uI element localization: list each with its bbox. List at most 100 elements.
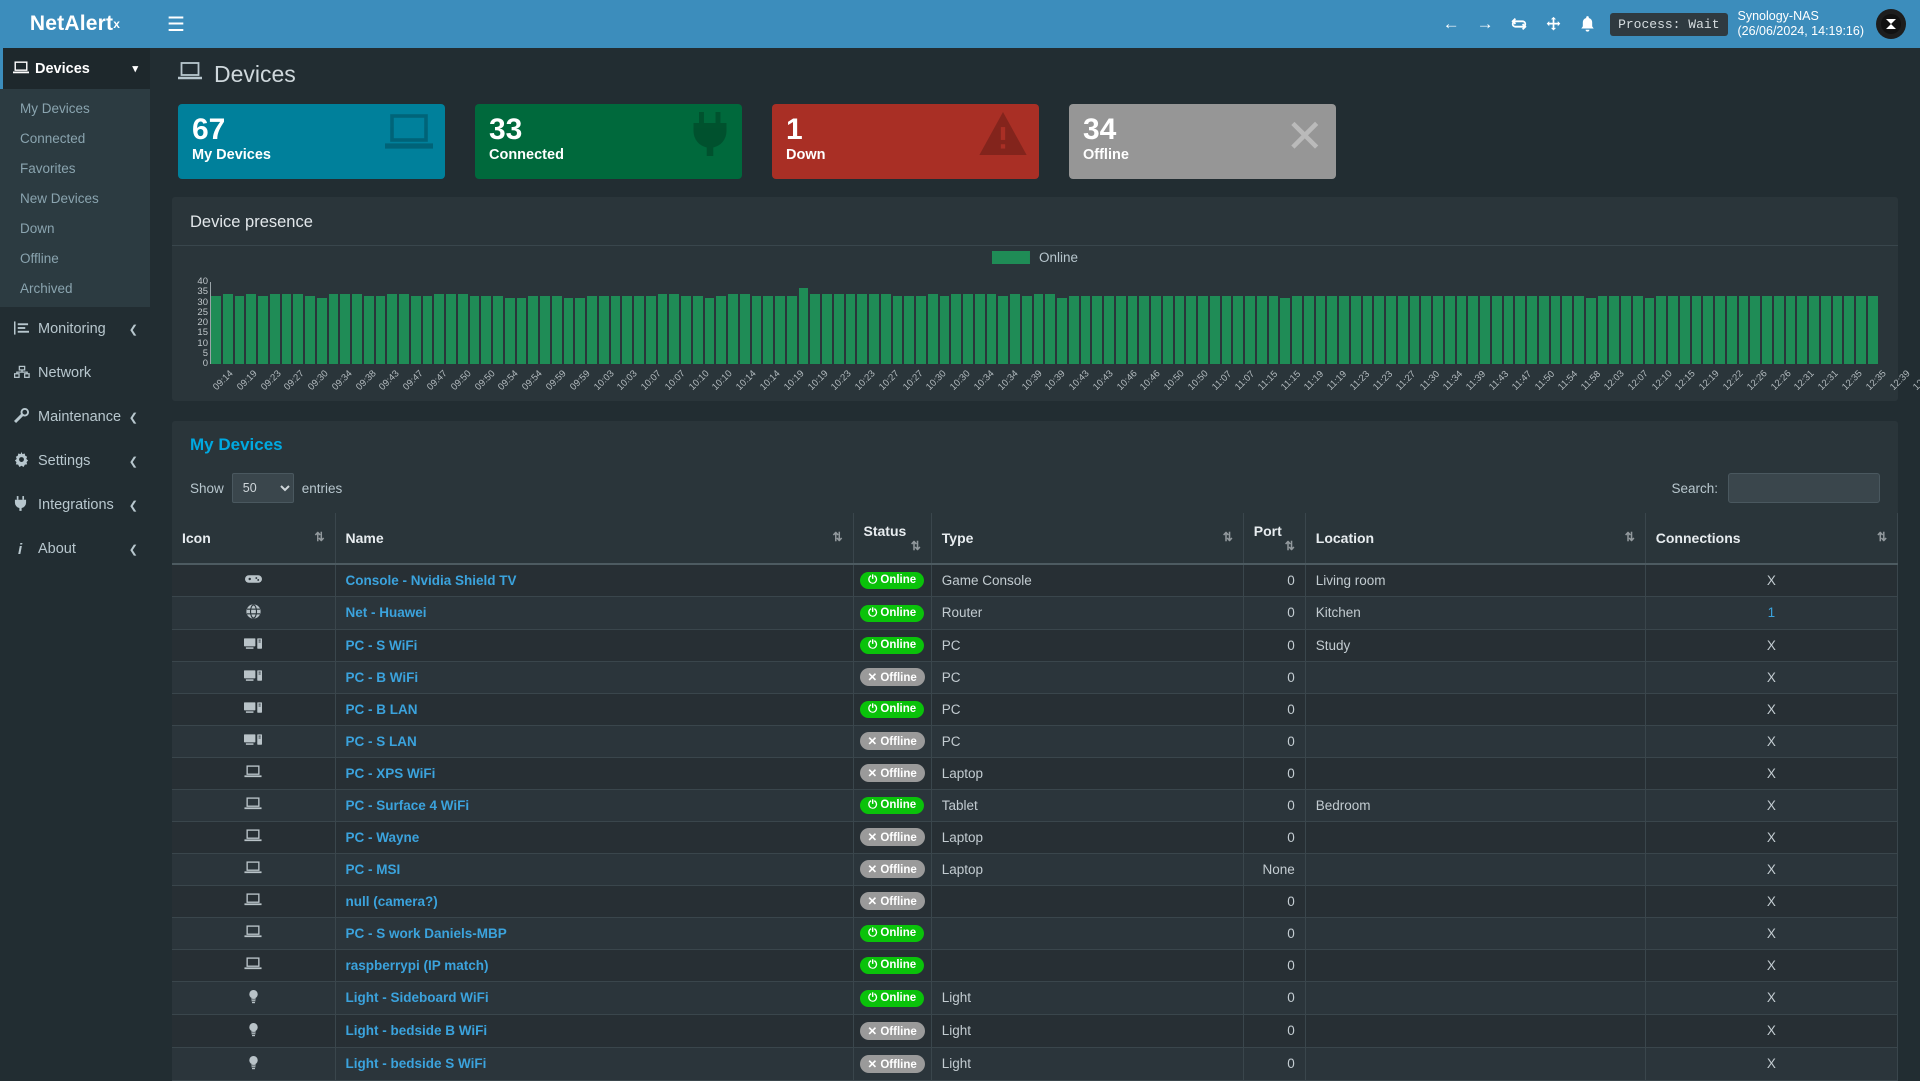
chart-bar [669, 294, 679, 364]
sidebar-item-new-devices[interactable]: New Devices [0, 183, 150, 213]
stat-card-offline[interactable]: 34 Offline ✕ [1069, 104, 1336, 179]
refresh-icon[interactable] [1502, 0, 1536, 48]
cell-location [1305, 917, 1646, 950]
device-name-link[interactable]: raspberrypi (IP match) [345, 957, 489, 973]
table-row[interactable]: Light - Sideboard WiFi ⏻ Online Light 0 X [172, 981, 1899, 1015]
stat-card-down[interactable]: 1 Down [772, 104, 1039, 179]
chart-bar [1139, 296, 1149, 364]
sidebar-item-down[interactable]: Down [0, 213, 150, 243]
move-icon[interactable] [1536, 0, 1570, 48]
bell-icon[interactable] [1570, 0, 1604, 48]
device-name-link[interactable]: PC - Surface 4 WiFi [345, 797, 470, 813]
stat-label: My Devices [192, 147, 271, 163]
table-row[interactable]: PC - Surface 4 WiFi ⏻ Online Tablet 0 Bedroo… [172, 789, 1899, 822]
cell-port: 0 [1243, 693, 1306, 726]
table-row[interactable]: PC - B WiFi ✕ Offline PC 0 X [172, 661, 1899, 694]
device-name-link[interactable]: PC - XPS WiFi [345, 765, 436, 781]
chart-bar [798, 288, 809, 364]
table-row[interactable]: PC - S WiFi ⏻ Online PC 0 Study X [172, 629, 1899, 662]
device-name-link[interactable]: Light - bedside B WiFi [345, 1023, 488, 1038]
column-header-location[interactable]: Location ⇅ [1305, 513, 1646, 565]
device-name-link[interactable]: Light - bedside S WiFi [345, 1056, 487, 1071]
wrench-icon [14, 407, 38, 426]
page-size-select[interactable]: 102550100 [231, 473, 294, 503]
chart-bar [1186, 296, 1196, 364]
column-header-connections[interactable]: Connections ⇅ [1645, 513, 1899, 565]
device-name-link[interactable]: PC - B WiFi [345, 669, 419, 685]
chart-bar [1503, 296, 1514, 364]
column-header-icon[interactable]: Icon ⇅ [172, 513, 336, 565]
table-row[interactable]: PC - S work Daniels-MBP ⏻ Online 0 X [172, 917, 1899, 950]
app-logo[interactable]: NetAlert x [0, 0, 150, 48]
chart-bar [927, 294, 938, 364]
table-row[interactable]: Net - Huawei ⏻ Online Router 0 Kitchen 1 [172, 596, 1899, 630]
sidebar-item-devices[interactable]: Devices ▾ [0, 48, 150, 89]
table-row[interactable]: Console - Nvidia Shield TV ⏻ Online Game C… [172, 564, 1899, 597]
search-input[interactable] [1728, 473, 1880, 503]
arrow-left-icon[interactable]: ← [1442, 14, 1460, 33]
chart-bar [293, 294, 303, 364]
sidebar-item-settings[interactable]: Settings ❮ [0, 439, 150, 483]
brand-superscript: x [113, 17, 121, 31]
cell-type: Laptop [931, 757, 1244, 790]
sidebar-item-favorites[interactable]: Favorites [0, 153, 150, 183]
device-name-link[interactable]: PC - B LAN [345, 701, 418, 717]
table-row[interactable]: Light - bedside S WiFi ✕ Offline Light 0 X [172, 1047, 1899, 1081]
stat-card-connected[interactable]: 33 Connected [475, 104, 742, 179]
sidebar-item-monitoring[interactable]: Monitoring ❮ [0, 307, 150, 351]
column-label: Type [941, 530, 974, 546]
chart-bar [763, 296, 773, 364]
device-name-link[interactable]: null (camera?) [345, 893, 438, 909]
cell-port: 0 [1243, 981, 1306, 1015]
device-name-link[interactable]: PC - S WiFi [345, 637, 418, 653]
table-row[interactable]: PC - XPS WiFi ✕ Offline Laptop 0 X [172, 757, 1899, 790]
sidebar-item-integrations[interactable]: Integrations ❮ [0, 483, 150, 527]
sidebar-item-network[interactable]: Network [0, 351, 150, 395]
chart-bar [1491, 296, 1502, 364]
user-avatar-icon[interactable] [1876, 9, 1906, 39]
table-row[interactable]: PC - Wayne ✕ Offline Laptop 0 X [172, 821, 1899, 854]
device-name-link[interactable]: Light - Sideboard WiFi [345, 990, 489, 1005]
status-badge: ✕ Offline [859, 668, 925, 686]
plug-icon: ⏻ [868, 703, 878, 715]
device-name-link[interactable]: PC - Wayne [345, 829, 420, 845]
sidebar-item-archived[interactable]: Archived [0, 273, 150, 303]
device-name-link[interactable]: Console - Nvidia Shield TV [345, 572, 517, 588]
device-name-link[interactable]: PC - MSI [345, 861, 401, 877]
sidebar-item-monitoring-label: Monitoring [38, 321, 106, 337]
cell-status: ⏻ Online [853, 596, 932, 630]
chart-bar [1339, 296, 1349, 364]
sidebar-item-connected[interactable]: Connected [0, 123, 150, 153]
device-name-link[interactable]: PC - S LAN [345, 733, 417, 749]
sidebar-item-about[interactable]: i About ❮ [0, 527, 150, 571]
arrow-right-icon[interactable]: → [1476, 14, 1494, 33]
column-header-type[interactable]: Type ⇅ [931, 513, 1244, 565]
chevron-left-icon: ❮ [128, 323, 138, 336]
table-row[interactable]: PC - MSI ✕ Offline Laptop None X [172, 853, 1899, 886]
cell-type: PC [931, 629, 1244, 662]
connections-link[interactable]: 1 [1767, 605, 1776, 620]
chart-bar [1245, 296, 1255, 364]
table-row[interactable]: raspberrypi (IP match) ⏻ Online 0 X [172, 949, 1899, 982]
column-header-name[interactable]: Name ⇅ [335, 513, 854, 565]
device-name-link[interactable]: PC - S work Daniels-MBP [345, 925, 507, 941]
device-name-link[interactable]: Net - Huawei [345, 605, 427, 620]
column-header-status[interactable]: Status ⇅ [853, 513, 932, 565]
gear-icon [14, 452, 38, 470]
menu-icon[interactable]: ☰ [167, 13, 185, 36]
chart-bar [1174, 296, 1185, 364]
stat-card-my-devices[interactable]: 67 My Devices [178, 104, 445, 179]
table-row[interactable]: null (camera?) ✕ Offline 0 X [172, 885, 1899, 918]
sidebar-item-settings-label: Settings [38, 453, 91, 469]
cell-type: Light [931, 1047, 1244, 1081]
sidebar-item-maintenance[interactable]: Maintenance ❮ [0, 395, 150, 439]
chart-bar [786, 296, 797, 364]
table-row[interactable]: PC - S LAN ✕ Offline PC 0 X [172, 725, 1899, 758]
column-header-port[interactable]: Port ⇅ [1243, 513, 1306, 565]
sidebar-item-offline[interactable]: Offline [0, 243, 150, 273]
table-row[interactable]: Light - bedside B WiFi ✕ Offline Light 0 X [172, 1014, 1899, 1048]
cell-location [1305, 821, 1646, 854]
table-row[interactable]: PC - B LAN ⏻ Online PC 0 X [172, 693, 1899, 726]
sidebar-item-my-devices[interactable]: My Devices [0, 93, 150, 123]
chart-bar [1209, 296, 1220, 364]
